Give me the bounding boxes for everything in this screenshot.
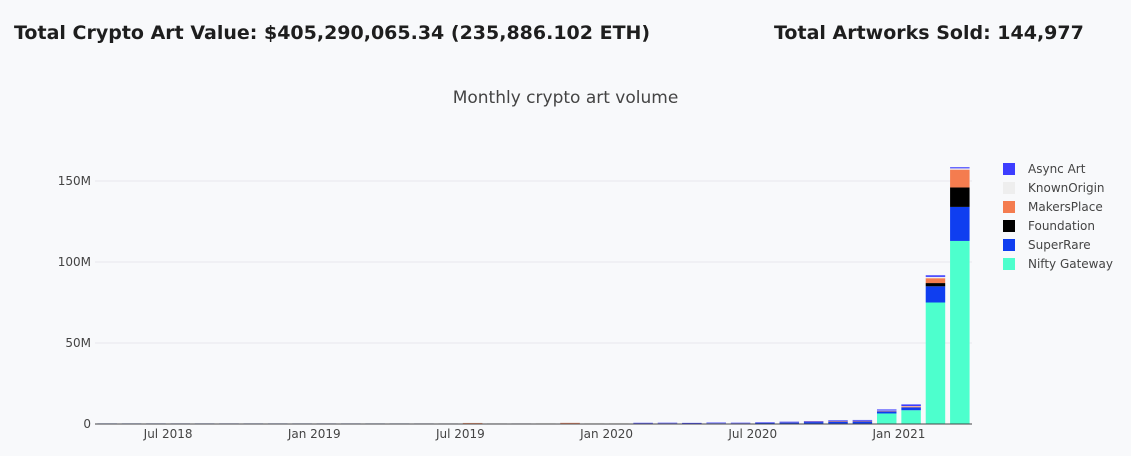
legend-label[interactable]: KnownOrigin — [1028, 181, 1105, 195]
bar-segment[interactable] — [950, 169, 970, 188]
y-tick-label: 0 — [83, 417, 91, 431]
legend-label[interactable]: Foundation — [1028, 219, 1095, 233]
bar-segment[interactable] — [950, 167, 970, 169]
legend-swatch[interactable] — [1003, 182, 1015, 194]
bar-segment[interactable] — [852, 420, 873, 422]
bar-segment[interactable] — [462, 422, 483, 424]
bar-segment[interactable] — [925, 286, 946, 303]
bar-segment[interactable] — [779, 421, 800, 423]
legend-label[interactable]: Nifty Gateway — [1028, 257, 1113, 271]
bar-segment[interactable] — [487, 423, 507, 424]
y-tick-label: 50M — [65, 336, 91, 350]
bar-segment[interactable] — [730, 422, 751, 424]
bar-segment[interactable] — [901, 407, 921, 411]
bar-segment[interactable] — [609, 422, 629, 424]
x-tick-label: Jul 2019 — [435, 427, 485, 441]
bar-segment[interactable] — [950, 206, 970, 241]
total-art-value: Total Crypto Art Value: $405,290,065.34 … — [14, 22, 651, 44]
bar-segment[interactable] — [876, 411, 897, 414]
bar-segment[interactable] — [901, 410, 921, 424]
bar-segment[interactable] — [950, 240, 970, 424]
bar-segment[interactable] — [560, 422, 580, 424]
bar-segment[interactable] — [925, 276, 946, 279]
legend-swatch[interactable] — [1003, 201, 1015, 213]
bar-segment[interactable] — [414, 423, 434, 424]
bar-segment[interactable] — [901, 405, 921, 407]
bar-segment[interactable] — [828, 421, 848, 424]
bar-segment[interactable] — [950, 168, 970, 170]
x-tick-label: Jan 2019 — [287, 427, 341, 441]
bar-segment[interactable] — [682, 422, 702, 424]
total-artworks-sold: Total Artworks Sold: 144,977 — [774, 22, 1084, 44]
bar-segment[interactable] — [852, 421, 873, 424]
bar-segment[interactable] — [876, 409, 897, 411]
bar-segment[interactable] — [876, 413, 897, 424]
chart-axes: 0 50M 100M 150M Jul 2018 Jan 2019 Jul 2019 Jan … — [58, 174, 972, 441]
bar-segment[interactable] — [876, 410, 897, 412]
bar-segment[interactable] — [779, 422, 800, 424]
x-tick-label: Jul 2020 — [727, 427, 777, 441]
bar-segment[interactable] — [438, 423, 458, 424]
legend-swatch[interactable] — [1003, 220, 1015, 232]
bar-segment[interactable] — [852, 419, 873, 421]
bar-segment[interactable] — [633, 422, 653, 424]
bar-segment[interactable] — [828, 420, 848, 421]
x-tick-label: Jul 2018 — [143, 427, 193, 441]
bar-segment[interactable] — [901, 404, 921, 407]
chart-grid — [95, 180, 972, 344]
bar-segment[interactable] — [803, 421, 824, 423]
bar-segment[interactable] — [755, 422, 775, 423]
bar-segment[interactable] — [755, 422, 775, 424]
bar-segment[interactable] — [706, 422, 726, 424]
legend-label[interactable]: MakersPlace — [1028, 200, 1103, 214]
bar-segment[interactable] — [925, 275, 946, 277]
bar-segment[interactable] — [560, 422, 580, 423]
bar-segment[interactable] — [925, 302, 946, 425]
legend-swatch[interactable] — [1003, 258, 1015, 270]
y-tick-label: 150M — [58, 174, 91, 188]
bar-segment[interactable] — [535, 422, 556, 424]
bar-segment[interactable] — [803, 422, 824, 424]
bar-segment[interactable] — [584, 422, 605, 424]
bar-segment[interactable] — [925, 283, 946, 287]
x-tick-label: Jan 2020 — [579, 427, 633, 441]
bar-segment[interactable] — [657, 422, 678, 424]
bar-segment[interactable] — [925, 278, 946, 284]
bar-segment[interactable] — [876, 410, 897, 412]
chart-legend: Async Art KnownOrigin MakersPlace Foundatio… — [1003, 162, 1113, 271]
bar-segment[interactable] — [901, 406, 921, 408]
y-tick-label: 100M — [58, 255, 91, 269]
legend-swatch[interactable] — [1003, 239, 1015, 251]
legend-swatch[interactable] — [1003, 163, 1015, 175]
bar-segment[interactable] — [950, 187, 970, 207]
bar-segment[interactable] — [511, 423, 532, 424]
chart-title: Monthly crypto art volume — [452, 88, 679, 108]
legend-label[interactable]: SuperRare — [1028, 238, 1091, 252]
chart-bars — [97, 167, 970, 425]
bar-segment[interactable] — [828, 420, 848, 422]
bar-segment[interactable] — [803, 421, 824, 422]
bar-segment[interactable] — [462, 423, 483, 424]
legend-label[interactable]: Async Art — [1028, 162, 1086, 176]
x-tick-label: Jan 2021 — [871, 427, 925, 441]
